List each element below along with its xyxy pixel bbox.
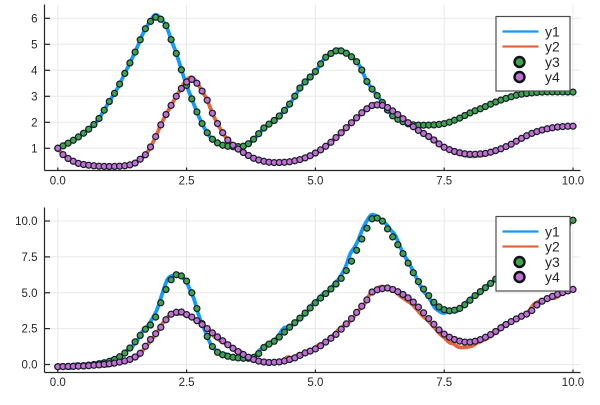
svg-text:10.0: 10.0 bbox=[562, 176, 584, 188]
svg-text:5.0: 5.0 bbox=[22, 288, 38, 300]
svg-text:2.5: 2.5 bbox=[179, 377, 195, 389]
svg-text:y2: y2 bbox=[545, 239, 560, 255]
svg-text:0.0: 0.0 bbox=[50, 377, 66, 389]
svg-text:y3: y3 bbox=[545, 254, 560, 270]
svg-text:6: 6 bbox=[31, 13, 37, 25]
svg-text:y3: y3 bbox=[545, 54, 560, 70]
svg-text:1: 1 bbox=[31, 143, 37, 155]
svg-text:5.0: 5.0 bbox=[307, 176, 323, 188]
svg-text:3: 3 bbox=[31, 91, 37, 103]
svg-text:7.5: 7.5 bbox=[436, 176, 452, 188]
svg-text:y1: y1 bbox=[545, 24, 560, 40]
svg-text:2: 2 bbox=[31, 117, 37, 129]
svg-text:10.0: 10.0 bbox=[562, 377, 584, 389]
svg-text:y2: y2 bbox=[545, 39, 560, 55]
svg-text:0.0: 0.0 bbox=[50, 176, 66, 188]
svg-text:7.5: 7.5 bbox=[436, 377, 452, 389]
svg-text:2.5: 2.5 bbox=[179, 176, 195, 188]
svg-text:7.5: 7.5 bbox=[22, 252, 38, 264]
svg-text:5.0: 5.0 bbox=[307, 377, 323, 389]
svg-text:5: 5 bbox=[31, 39, 37, 51]
svg-text:2.5: 2.5 bbox=[22, 324, 38, 336]
svg-text:y4: y4 bbox=[545, 269, 560, 285]
svg-text:10.0: 10.0 bbox=[15, 216, 37, 228]
svg-text:4: 4 bbox=[31, 65, 38, 77]
svg-text:y4: y4 bbox=[545, 69, 560, 85]
svg-text:y1: y1 bbox=[545, 224, 560, 240]
svg-text:0.0: 0.0 bbox=[22, 360, 38, 372]
